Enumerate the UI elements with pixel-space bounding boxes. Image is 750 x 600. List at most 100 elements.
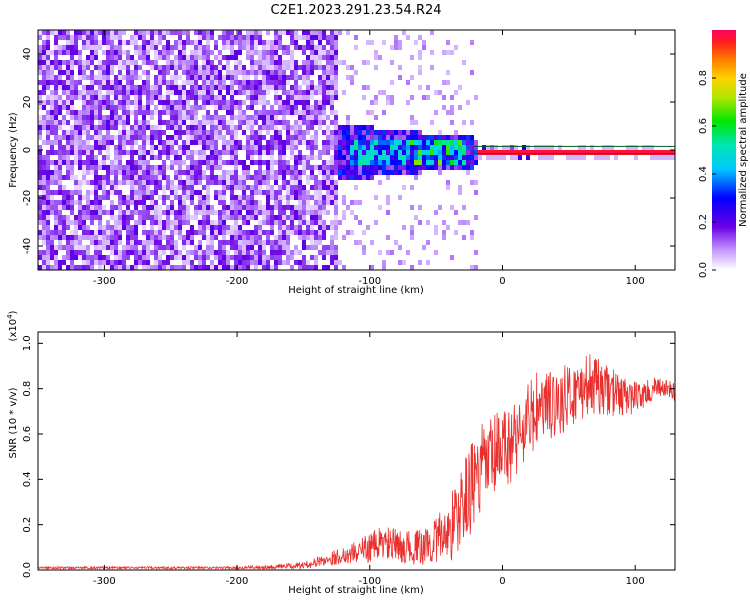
spectrogram-cell	[190, 135, 194, 140]
spectrogram-cell	[362, 170, 366, 175]
spectrogram-cell	[102, 235, 106, 240]
spectrogram-cell	[122, 250, 126, 255]
spectrogram-cell	[542, 150, 546, 155]
spectrogram-cell	[178, 115, 182, 120]
spectrogram-cell	[250, 50, 254, 55]
spectrogram-cell	[270, 110, 274, 115]
spectrogram-cell	[230, 175, 234, 180]
spectrogram-cell	[258, 60, 262, 65]
spectrogram-cell	[410, 95, 414, 100]
spectrogram-cell	[362, 250, 366, 255]
spectrogram-cell	[86, 235, 90, 240]
spectrogram-cell	[186, 175, 190, 180]
spectrogram-cell	[142, 115, 146, 120]
spectrogram-cell	[426, 220, 430, 225]
spectrogram-cell	[194, 135, 198, 140]
spectrogram-cell	[126, 205, 130, 210]
spectrogram-cell	[418, 160, 422, 165]
spectrogram-cell	[274, 200, 278, 205]
spectrogram-cell	[250, 150, 254, 155]
spectrogram-cell	[150, 30, 154, 35]
spectrogram-cell	[462, 235, 466, 240]
spectrogram-cell	[582, 150, 586, 155]
spectrogram-cell	[178, 255, 182, 260]
spectrogram-cell	[74, 40, 78, 45]
spectrogram-cell	[90, 105, 94, 110]
spectrogram-cell	[198, 105, 202, 110]
spectrogram-cell	[290, 165, 294, 170]
spectrogram-cell	[242, 175, 246, 180]
spectrogram-cell	[106, 220, 110, 225]
spectrogram-cell	[246, 135, 250, 140]
spectrogram-cell	[290, 225, 294, 230]
spectrogram-cell	[62, 45, 66, 50]
spectrogram-cell	[146, 265, 150, 270]
spectrogram-cell	[142, 165, 146, 170]
spectrogram-cell	[234, 80, 238, 85]
spectrogram-cell	[326, 85, 330, 90]
spectrogram-cell	[462, 205, 466, 210]
spectrogram-cell	[214, 190, 218, 195]
spectrogram-cell	[182, 195, 186, 200]
spectrogram-cell	[410, 230, 414, 235]
spectrogram-cell	[158, 30, 162, 35]
spectrogram-cell	[210, 240, 214, 245]
spectrogram-cell	[226, 260, 230, 265]
spectrogram-cell	[354, 200, 358, 205]
spectrogram-cell	[62, 85, 66, 90]
spectrogram-cell	[274, 120, 278, 125]
spectrogram-cell	[222, 260, 226, 265]
spectrogram-cell	[42, 175, 46, 180]
spectrogram-cell	[210, 70, 214, 75]
spectrogram-cell	[382, 110, 386, 115]
spectrogram-cell	[230, 105, 234, 110]
spectrogram-cell	[74, 230, 78, 235]
spectrogram-cell	[86, 250, 90, 255]
spectrogram-cell	[546, 150, 550, 155]
spectrogram-cell	[462, 145, 466, 150]
spectrogram-cell	[238, 180, 242, 185]
spectrogram-cell	[246, 70, 250, 75]
spectrogram-cell	[142, 110, 146, 115]
spectrogram-cell	[290, 90, 294, 95]
spectrogram-cell	[226, 250, 230, 255]
spectrogram-cell	[114, 145, 118, 150]
spectrogram-cell	[250, 210, 254, 215]
spectrogram-cell	[78, 125, 82, 130]
spectrogram-cell	[194, 40, 198, 45]
spectrogram-cell	[334, 135, 338, 140]
spectrogram-cell	[38, 55, 42, 60]
spectrogram-cell	[138, 75, 142, 80]
spectrogram-cell	[78, 150, 82, 155]
spectrogram-cell	[238, 215, 242, 220]
spectrogram-cell	[150, 180, 154, 185]
spectrogram-cell	[158, 170, 162, 175]
spectrogram-cell	[126, 130, 130, 135]
spectrogram-cell	[218, 150, 222, 155]
spectrogram-cell	[202, 55, 206, 60]
spectrogram-cell	[114, 35, 118, 40]
spectrogram-cell	[62, 50, 66, 55]
spectrogram-cell	[210, 235, 214, 240]
spectrogram-cell	[458, 85, 462, 90]
spectrogram-cell	[390, 145, 394, 150]
spectrogram-cell	[414, 215, 418, 220]
spectrogram-cell	[106, 125, 110, 130]
spectrogram-cell	[86, 30, 90, 35]
spectrogram-cell	[106, 225, 110, 230]
spectrogram-cell	[394, 150, 398, 155]
spectrogram-cell	[370, 170, 374, 175]
spectrogram-cell	[294, 105, 298, 110]
spectrogram-cell	[198, 205, 202, 210]
spectrogram-cell	[178, 90, 182, 95]
spectrogram-cell	[438, 130, 442, 135]
spectrogram-cell	[326, 75, 330, 80]
spectrogram-cell	[326, 165, 330, 170]
spectrogram-cell	[270, 160, 274, 165]
spectrogram-cell	[66, 65, 70, 70]
spectrogram-cell	[230, 255, 234, 260]
spectrogram-cell	[438, 90, 442, 95]
spectrogram-cell	[314, 105, 318, 110]
spectrogram-cell	[82, 165, 86, 170]
spectrogram-cell	[98, 90, 102, 95]
